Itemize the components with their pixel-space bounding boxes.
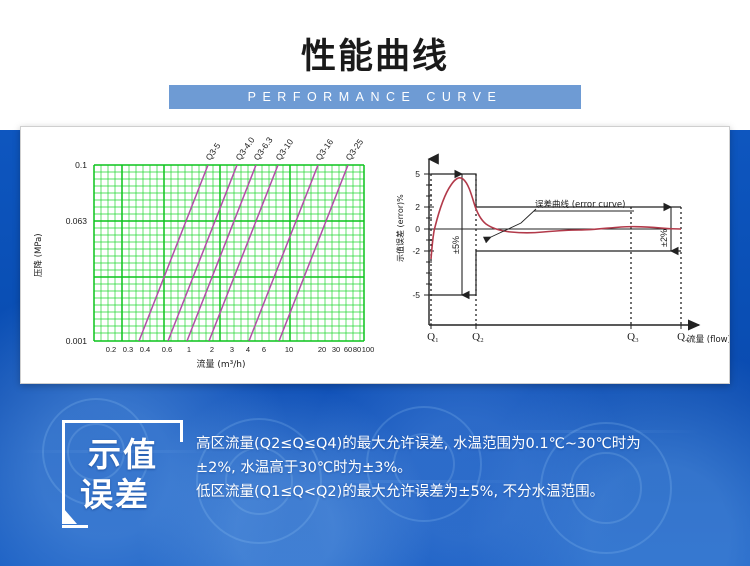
badge-line-2: 误差 <box>80 475 150 514</box>
description-section: 示值 误差 高区流量(Q2≤Q≤Q4)的最大允许误差, 水温范围为0.1℃~30… <box>0 412 750 542</box>
curve-q3-25 <box>278 165 349 341</box>
error-y-tickmarks <box>424 173 434 296</box>
curve-label-q3-5: Q3-5 <box>203 141 222 162</box>
high-zone-tolerance-label: ±2% <box>659 229 669 247</box>
error-curve-path <box>430 177 682 260</box>
valve-photo-1 <box>42 398 150 506</box>
subtitle-banner: PERFORMANCE CURVE <box>169 85 581 109</box>
x-tick-5: 2 <box>210 345 214 354</box>
x-tick-6: 3 <box>230 345 234 354</box>
photo-highlight-1 <box>20 450 220 453</box>
badge-line-1: 示值 <box>88 435 158 474</box>
valve-photo-4 <box>540 422 672 554</box>
q4-label: Q₄ <box>677 331 689 343</box>
description-text: 高区流量(Q2≤Q≤Q4)的最大允许误差, 水温范围为0.1℃~30℃时为 ±2… <box>196 432 708 504</box>
error-curve-chart: 5 2 0 -2 -5 示值误差 (error)% <box>395 153 729 345</box>
error-y-ticklabels: 5 2 0 -2 -5 <box>412 169 420 300</box>
error-y-axis-label: 示值误差 (error)% <box>395 194 405 262</box>
error-y-tick-3: -2 <box>412 246 420 256</box>
chart-gridlines <box>93 164 365 342</box>
q2-label: Q₂ <box>472 331 484 343</box>
chart-divider <box>393 133 394 379</box>
q1-label: Q₁ <box>427 331 439 343</box>
x-tick-10: 20 <box>318 345 326 354</box>
description-paragraph-2: ±2%, 水温高于30℃时为±3%。 <box>196 460 412 476</box>
photo-highlight-2 <box>300 480 540 483</box>
error-curve-callout-leader <box>482 208 537 244</box>
curve-label-q3-25: Q3-25 <box>343 137 365 162</box>
pressure-loss-curves <box>138 165 349 341</box>
error-curve-callout-text: 误差曲线 (error curve) <box>535 199 625 210</box>
error-y-tick-1: 2 <box>415 202 420 212</box>
x-tick-14: 100 <box>362 345 375 354</box>
curve-label-q3-63: Q3-6.3 <box>251 135 274 162</box>
valve-photo-3 <box>366 406 482 522</box>
y-tick-2: 0.001 <box>66 336 88 346</box>
badge-corner-top-left <box>62 420 183 524</box>
x-tick-3: 0.6 <box>162 345 172 354</box>
curve-q3-5 <box>138 165 209 341</box>
badge-arrow-icon <box>64 509 77 524</box>
x-tick-9: 10 <box>285 345 293 354</box>
x-tick-12: 60 <box>344 345 352 354</box>
tolerance-envelope <box>431 173 681 296</box>
page-header: 性能曲线 PERFORMANCE CURVE <box>0 0 750 130</box>
x-tick-13: 80 <box>353 345 361 354</box>
pressure-y-ticks: 0.1 0.063 0.001 <box>66 160 88 346</box>
badge-corner-bottom-left <box>62 525 88 528</box>
accuracy-badge: 示值 误差 <box>62 420 184 528</box>
photo-highlight-3 <box>480 430 700 433</box>
chart-major-gridlines <box>93 164 365 342</box>
curve-q3-10 <box>208 165 279 341</box>
x-tick-2: 0.4 <box>140 345 150 354</box>
performance-chart-card: Q3-5 Q3-4.0 Q3-6.3 Q3-10 Q3-16 Q3-25 0.1… <box>20 126 730 384</box>
description-paragraph-1: 高区流量(Q2≤Q≤Q4)的最大允许误差, 水温范围为0.1℃~30℃时为 <box>196 436 641 452</box>
y-tick-1: 0.063 <box>66 216 88 226</box>
low-zone-tolerance-label: ±5% <box>451 236 461 254</box>
curve-q3-40 <box>167 165 238 341</box>
page-title: 性能曲线 <box>300 37 449 77</box>
curve-label-q3-16: Q3-16 <box>313 137 335 162</box>
x-tick-7: 4 <box>246 345 250 354</box>
subtitle-text: PERFORMANCE CURVE <box>247 90 503 104</box>
pressure-y-axis-label: 压降 (MPa) <box>33 233 44 277</box>
error-y-tick-2: 0 <box>415 224 420 234</box>
charts-svg: Q3-5 Q3-4.0 Q3-6.3 Q3-10 Q3-16 Q3-25 0.1… <box>33 135 729 370</box>
pressure-x-axis-label: 流量 (m³/h) <box>197 358 246 370</box>
x-tick-8: 6 <box>262 345 266 354</box>
error-x-tickmarks <box>430 323 682 329</box>
error-x-ticklabels: Q₁ Q₂ Q₃ Q₄ <box>427 331 689 343</box>
error-y-tick-4: -5 <box>412 290 420 300</box>
x-tick-0: 0.2 <box>106 345 116 354</box>
pressure-curve-labels: Q3-5 Q3-4.0 Q3-6.3 Q3-10 Q3-16 Q3-25 <box>203 135 365 162</box>
description-paragraph-3: 低区流量(Q1≤Q<Q2)的最大允许误差为±5%, 不分水温范围。 <box>196 484 605 500</box>
x-tick-11: 30 <box>332 345 340 354</box>
curve-q3-16 <box>248 165 319 341</box>
curve-q3-63 <box>186 165 257 341</box>
curve-label-q3-10: Q3-10 <box>273 137 295 162</box>
x-tick-4: 1 <box>187 345 191 354</box>
x-tick-1: 0.3 <box>123 345 133 354</box>
error-x-axis-label: 流量 (flow) <box>687 334 729 345</box>
y-tick-0: 0.1 <box>75 160 87 170</box>
q3-label: Q₃ <box>627 331 639 343</box>
pressure-loss-chart: Q3-5 Q3-4.0 Q3-6.3 Q3-10 Q3-16 Q3-25 0.1… <box>33 135 374 370</box>
pressure-x-ticks: 0.2 0.3 0.4 0.6 1 2 3 4 6 10 20 30 60 80… <box>106 345 374 354</box>
q-guidelines <box>430 174 682 325</box>
valve-photo-2 <box>196 418 322 544</box>
error-y-tick-0: 5 <box>415 169 420 179</box>
